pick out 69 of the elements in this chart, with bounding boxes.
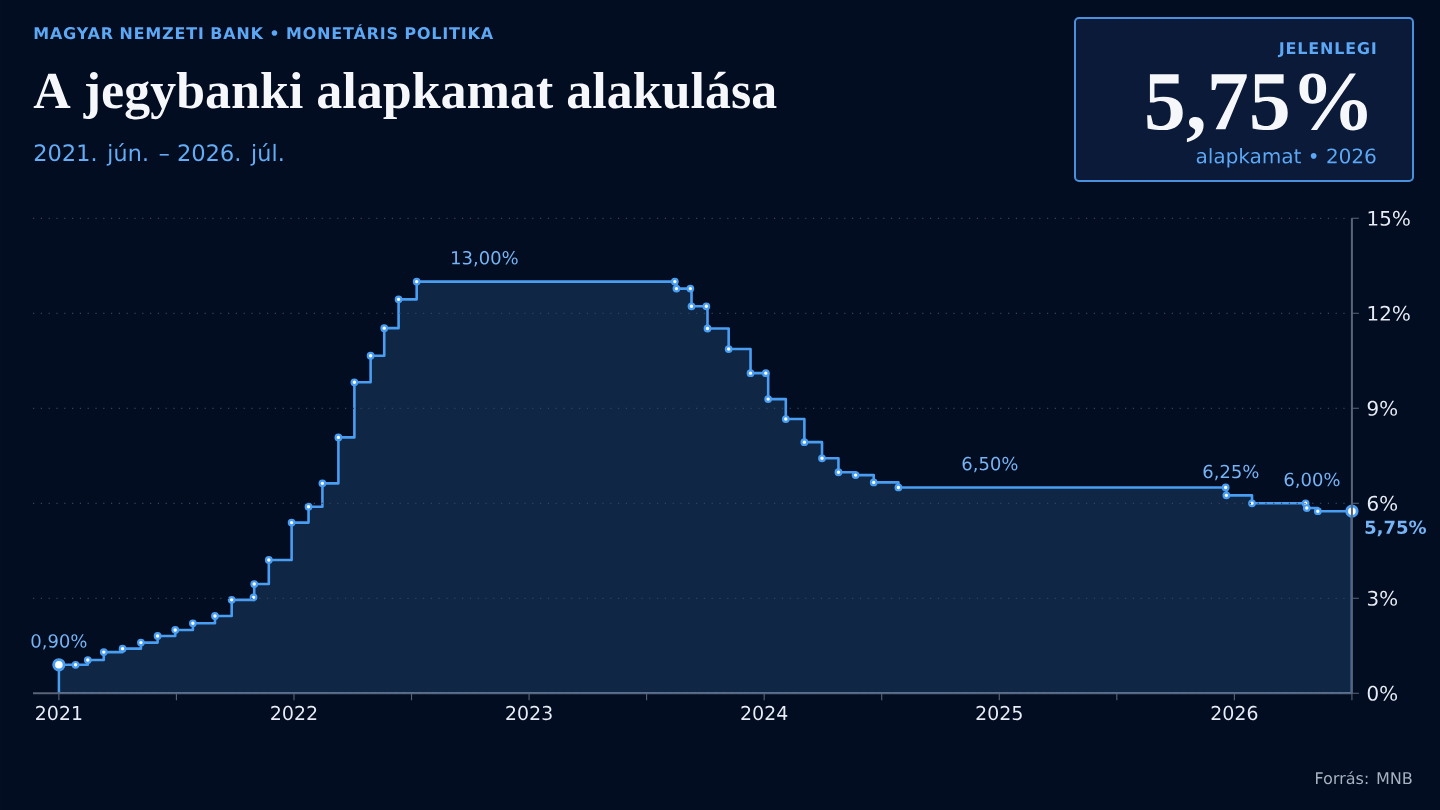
point	[818, 454, 826, 463]
point	[687, 302, 696, 311]
annotation: 5,75%	[1365, 520, 1427, 537]
point	[83, 656, 92, 664]
point	[800, 438, 809, 447]
point	[366, 351, 375, 360]
point	[380, 324, 389, 333]
point	[171, 626, 180, 634]
point	[702, 302, 711, 311]
x-tick-label: 2023	[506, 705, 552, 721]
chart-title: A jegybanki alapkamat alakulása	[33, 71, 777, 120]
point	[672, 284, 681, 293]
y-tick-label: 12%	[1368, 305, 1410, 321]
y-tick-label: 15%	[1368, 210, 1410, 226]
point	[412, 277, 421, 286]
point	[781, 415, 790, 423]
point	[834, 468, 843, 477]
point	[851, 471, 860, 479]
point	[304, 502, 313, 511]
x-tick-label: 2022	[271, 705, 317, 721]
text: Forrás: MNB	[1316, 771, 1412, 785]
point	[1221, 483, 1230, 492]
point	[1248, 499, 1256, 508]
point	[227, 595, 236, 604]
x-tick-label: 2026	[1211, 705, 1258, 721]
point	[894, 483, 903, 492]
point	[153, 632, 162, 640]
text: alapkamat • 2026	[1196, 148, 1376, 168]
point	[724, 345, 733, 353]
point	[670, 277, 679, 286]
y-tick-label: 6%	[1367, 495, 1398, 511]
x-tick-label: 2024	[741, 705, 788, 721]
point	[211, 612, 219, 620]
point	[250, 580, 259, 588]
point	[287, 518, 296, 527]
point	[764, 395, 773, 403]
point	[746, 369, 755, 378]
point	[1302, 504, 1311, 512]
text: MAGYAR NEMZETI BANK • MONETÁRIS POLITIKA	[34, 24, 494, 40]
point	[703, 324, 712, 333]
point	[188, 619, 197, 628]
point	[334, 433, 343, 442]
x-tick-label: 2021	[36, 705, 82, 721]
point	[249, 593, 258, 602]
annotation: 6,00%	[1284, 472, 1340, 489]
point	[350, 378, 359, 387]
point	[71, 660, 80, 669]
text: 5,75%	[1147, 73, 1367, 143]
point	[318, 479, 327, 488]
annotation: 6,50%	[962, 456, 1018, 473]
point	[137, 638, 145, 647]
annotation: 13,00%	[452, 250, 518, 267]
y-tick-label: 0%	[1367, 685, 1398, 701]
point	[118, 644, 127, 653]
y-tick-label: 9%	[1367, 400, 1398, 416]
point	[99, 648, 108, 657]
x-tick-label: 2025	[976, 705, 1022, 721]
point	[761, 369, 770, 378]
point	[1313, 507, 1322, 516]
text: JELENLEGI	[1277, 42, 1376, 58]
point	[686, 284, 695, 293]
point	[264, 556, 273, 564]
point	[394, 295, 403, 304]
point	[1222, 491, 1231, 500]
point	[869, 478, 878, 487]
annotation: 6,25%	[1203, 464, 1259, 481]
y-tick-label: 3%	[1367, 590, 1398, 606]
annotation: 0,90%	[31, 634, 87, 650]
chart-subtitle: 2021. jún. – 2026. júl.	[34, 142, 283, 166]
